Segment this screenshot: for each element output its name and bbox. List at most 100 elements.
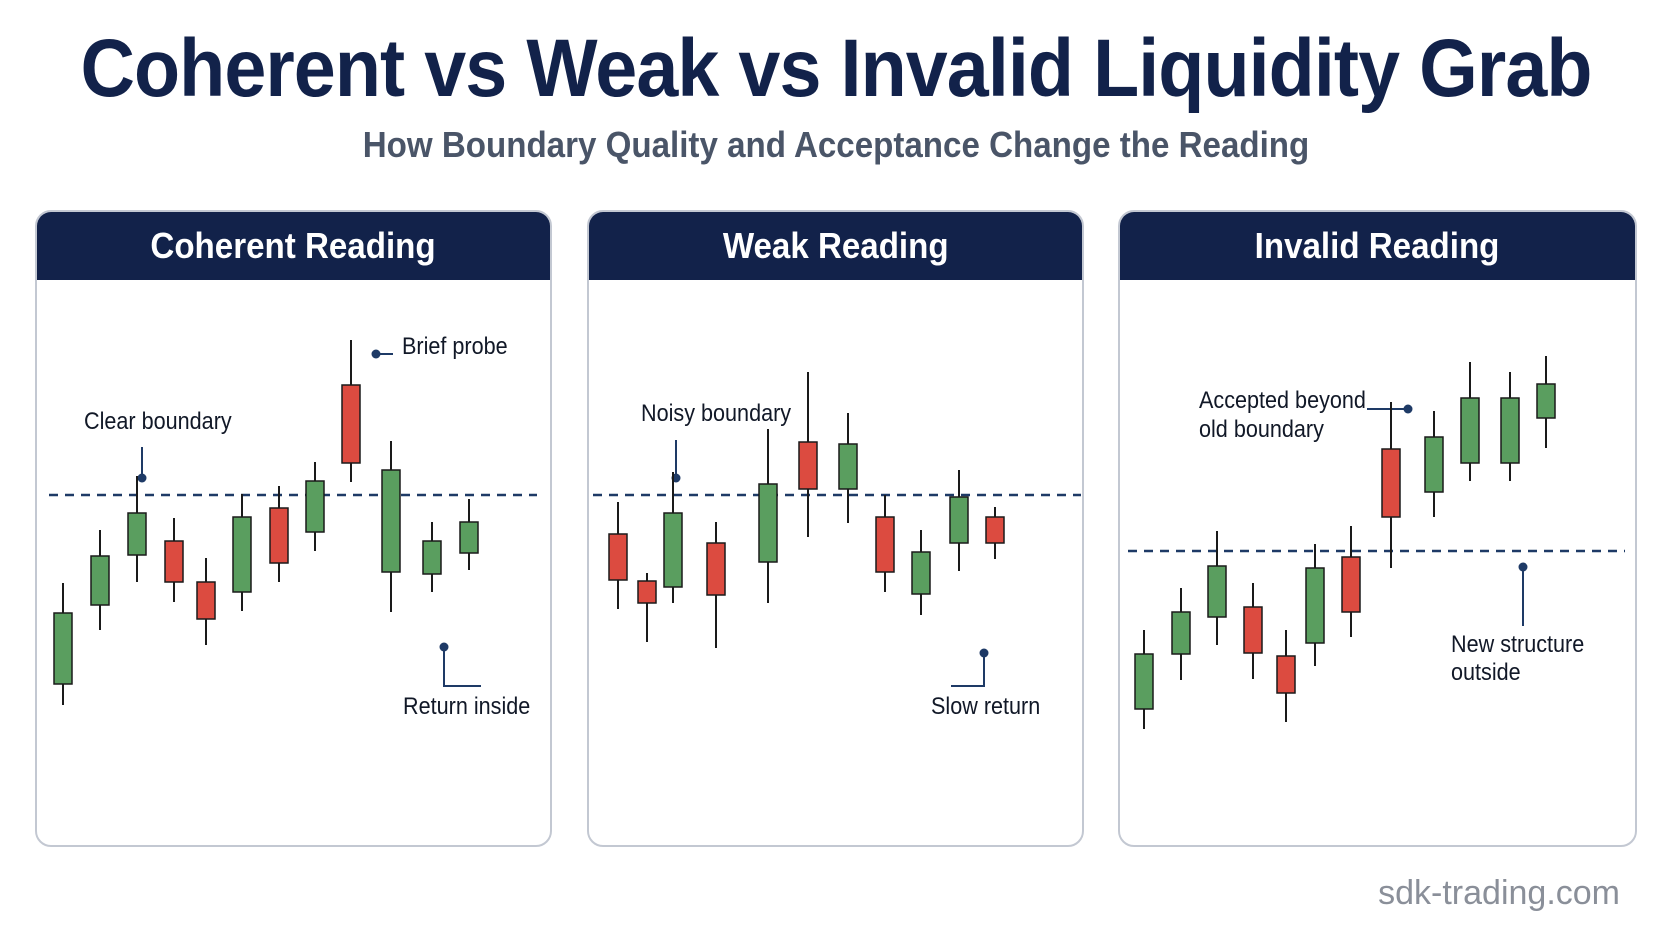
candle-body xyxy=(1341,556,1361,613)
candlestick-chart-invalid xyxy=(1128,356,1625,729)
candle-body xyxy=(608,533,628,581)
candle-body xyxy=(269,507,289,564)
candle-body xyxy=(949,496,969,544)
candle-body xyxy=(838,443,858,490)
candle-body xyxy=(1171,611,1191,655)
bearish-candle xyxy=(1381,402,1401,568)
new-structure-marker xyxy=(1518,562,1528,626)
bearish-candle xyxy=(1276,630,1296,722)
accepted-beyond-label-line1: Accepted beyond xyxy=(1199,387,1366,414)
candle-body xyxy=(90,555,110,606)
panel-invalid: Invalid Reading Accepted beyond old boun… xyxy=(1118,210,1637,847)
candle-body xyxy=(1424,436,1444,493)
panel-title: Weak Reading xyxy=(722,225,949,266)
candle-body xyxy=(341,384,361,464)
bearish-candle xyxy=(706,522,726,648)
candles xyxy=(1134,356,1556,729)
slow-return-marker xyxy=(951,648,989,687)
bearish-candle xyxy=(985,507,1005,559)
candle-body xyxy=(1243,606,1263,654)
bullish-candle xyxy=(838,413,858,523)
panel-weak: Weak Reading Noisy boundary Slow return xyxy=(587,210,1084,847)
candle-body xyxy=(164,540,184,583)
bearish-candle xyxy=(1341,526,1361,637)
candle-body xyxy=(1381,448,1401,518)
bearish-candle xyxy=(1243,583,1263,679)
accepted-beyond-label-line2: old boundary xyxy=(1199,416,1324,443)
candle-body xyxy=(1207,565,1227,618)
bullish-candle xyxy=(53,583,73,705)
candle-body xyxy=(1305,567,1325,644)
candle-body xyxy=(459,521,479,554)
page-subtitle: How Boundary Quality and Acceptance Chan… xyxy=(362,124,1310,165)
accepted-beyond-marker xyxy=(1367,404,1413,414)
bearish-candle xyxy=(196,558,216,645)
return-inside-label: Return inside xyxy=(403,693,531,720)
bullish-candle xyxy=(1536,356,1556,448)
candle-body xyxy=(53,612,73,685)
candle-body xyxy=(875,516,895,573)
bullish-candle xyxy=(1424,411,1444,517)
new-structure-label-line2: outside xyxy=(1451,659,1521,686)
new-structure-label-line1: New structure xyxy=(1451,631,1585,658)
candle-body xyxy=(1536,383,1556,419)
candle-body xyxy=(1134,653,1154,710)
candle-body xyxy=(663,512,683,588)
bearish-candle xyxy=(269,486,289,582)
bearish-candle xyxy=(798,372,818,537)
bullish-candle xyxy=(459,499,479,570)
bullish-candle xyxy=(232,494,252,611)
candle-body xyxy=(305,480,325,533)
footer-site: sdk-trading.com xyxy=(1378,874,1620,912)
bullish-candle xyxy=(1305,544,1325,666)
bullish-candle xyxy=(911,530,931,615)
bullish-candle xyxy=(305,462,325,551)
page-title: Coherent vs Weak vs Invalid Liquidity Gr… xyxy=(80,23,1592,114)
bullish-candle xyxy=(422,522,442,592)
panel-coherent: Coherent Reading Clear boundary Brief pr… xyxy=(35,210,552,847)
bearish-candle xyxy=(608,502,628,609)
candle-body xyxy=(381,469,401,573)
bearish-candle xyxy=(341,340,361,482)
bullish-candle xyxy=(127,476,147,582)
candle-body xyxy=(1276,655,1296,694)
clear-boundary-label: Clear boundary xyxy=(84,408,232,435)
candle-body xyxy=(127,512,147,556)
noisy-boundary-label: Noisy boundary xyxy=(641,400,792,427)
candle-body xyxy=(422,540,442,575)
bullish-candle xyxy=(90,530,110,630)
slow-return-label: Slow return xyxy=(931,693,1041,720)
panel-header: Coherent Reading xyxy=(37,212,550,280)
candlestick-chart-coherent xyxy=(49,340,537,705)
candle-body xyxy=(985,516,1005,544)
candles xyxy=(608,372,1005,648)
panel-title: Coherent Reading xyxy=(150,225,437,266)
bearish-candle xyxy=(875,495,895,592)
candles xyxy=(53,340,479,705)
candle-body xyxy=(196,581,216,620)
bullish-candle xyxy=(663,472,683,603)
clear-boundary-marker xyxy=(137,447,147,483)
panel-header: Weak Reading xyxy=(589,212,1082,280)
candle-body xyxy=(1460,397,1480,464)
brief-probe-label: Brief probe xyxy=(402,333,508,360)
candle-body xyxy=(798,441,818,490)
candle-body xyxy=(637,580,657,604)
bullish-candle xyxy=(1134,630,1154,729)
candle-body xyxy=(758,483,778,563)
candlestick-chart-weak xyxy=(593,372,1081,687)
candle-body xyxy=(911,551,931,595)
panel-header: Invalid Reading xyxy=(1120,212,1635,280)
bullish-candle xyxy=(1460,362,1480,481)
return-inside-marker xyxy=(439,642,481,687)
bullish-candle xyxy=(949,470,969,571)
candle-body xyxy=(232,516,252,593)
panel-title: Invalid Reading xyxy=(1255,225,1500,266)
candle-body xyxy=(706,542,726,596)
brief-probe-marker xyxy=(371,349,393,359)
candle-body xyxy=(1500,397,1520,464)
bullish-candle xyxy=(1171,588,1191,680)
bearish-candle xyxy=(164,518,184,602)
bullish-candle xyxy=(381,441,401,612)
bearish-candle xyxy=(637,573,657,642)
